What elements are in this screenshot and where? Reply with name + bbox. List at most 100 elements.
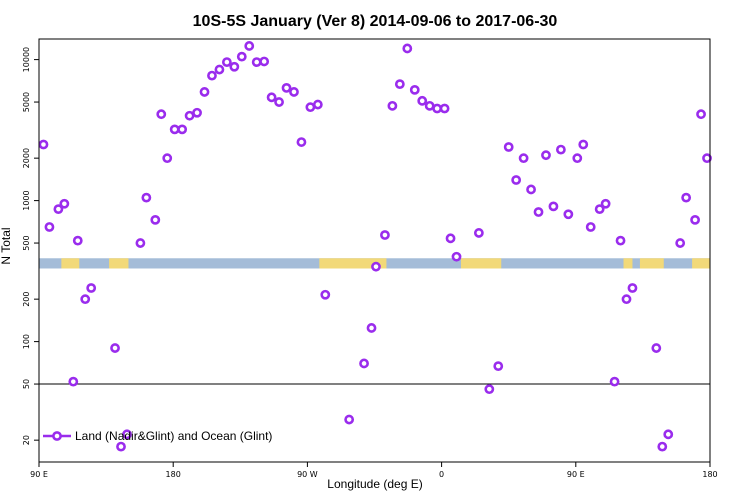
data-point [615,235,626,246]
y-tick-label: 5000 [22,92,31,112]
data-point [578,139,589,150]
data-point [156,109,167,120]
data-point [417,95,428,106]
data-point [473,228,484,238]
data-point [663,429,674,440]
data-point [409,84,420,95]
data-point [380,230,390,240]
y-tick-label: 100 [22,334,31,349]
data-point [387,100,398,111]
data-point [150,214,161,225]
data-point [563,209,574,220]
data-point [312,99,323,110]
y-tick-label: 20 [22,435,31,445]
map-land [319,258,387,269]
data-point [600,198,611,209]
data-point [122,429,132,440]
x-tick-label: 180 [702,470,717,479]
y-tick-label: 10000 [22,47,31,72]
legend-label: Land (Nadir&Glint) and Ocean (Glint) [75,429,272,443]
data-point [289,87,299,97]
y-tick-label: 500 [22,235,31,250]
x-tick-label: 0 [439,470,444,479]
data-point [184,110,195,121]
x-tick-label: 90 E [567,470,585,479]
data-point [548,201,559,212]
x-tick-label: 90 W [297,470,318,479]
data-point [594,204,605,215]
data-point [344,414,355,425]
data-point [236,51,247,62]
data-points [38,41,712,452]
data-point [214,64,225,75]
data-point [266,92,277,103]
data-point [259,56,270,67]
data-point [657,441,668,452]
data-point [621,294,632,305]
data-point [526,184,536,195]
data-point [555,144,566,155]
data-point [72,235,83,246]
map-land [109,258,129,269]
legend-marker [52,431,62,441]
data-point [394,79,405,90]
data-point [116,441,126,452]
map-land [460,258,502,269]
data-point [281,82,292,93]
data-point [533,207,544,217]
data-point [162,153,173,164]
data-point [445,233,456,244]
y-tick-label: 200 [22,292,31,307]
data-point [518,153,529,164]
data-point [86,283,97,293]
data-point [305,102,316,113]
data-point [690,214,700,225]
data-point [59,198,70,209]
y-axis: 20 50 100 200 500 1000 2000 5000 10000 [22,47,39,445]
data-point [320,289,331,300]
y-axis-label: N Total [0,227,13,264]
data-point [609,376,620,387]
data-point [439,103,450,114]
chart-title: 10S-5S January (Ver 8) 2014-09-06 to 201… [193,13,558,30]
data-point [221,57,232,68]
data-point [402,43,413,54]
data-point [110,343,120,353]
data-point [68,376,79,387]
data-point [371,261,381,272]
y-tick-label: 2000 [22,148,31,168]
map-land [623,258,633,269]
data-point [675,238,686,248]
data-point [359,358,369,369]
data-point [541,150,551,161]
data-point [192,107,202,118]
data-point [432,103,443,114]
data-point [229,61,240,72]
data-point [38,139,49,150]
map-land [61,258,80,269]
data-point [627,283,638,293]
data-point [696,109,706,120]
data-point [366,323,377,333]
data-point [80,294,91,305]
data-point [503,142,514,152]
data-point [244,41,255,51]
data-point [572,153,583,164]
data-point [169,124,180,135]
y-tick-label: 1000 [22,190,31,210]
legend: Land (Nadir&Glint) and Ocean (Glint) [43,429,272,443]
data-point [199,87,210,97]
data-point [493,361,504,372]
data-point [511,175,522,185]
y-tick-label: 50 [22,379,31,389]
data-point [135,238,146,248]
data-point [53,204,64,215]
data-point [274,97,284,107]
data-point [177,124,188,135]
data-point [141,192,152,203]
data-point [585,222,596,232]
data-point [424,100,435,111]
x-axis-label: Longitude (deg E) [327,477,422,491]
data-point [207,70,217,81]
